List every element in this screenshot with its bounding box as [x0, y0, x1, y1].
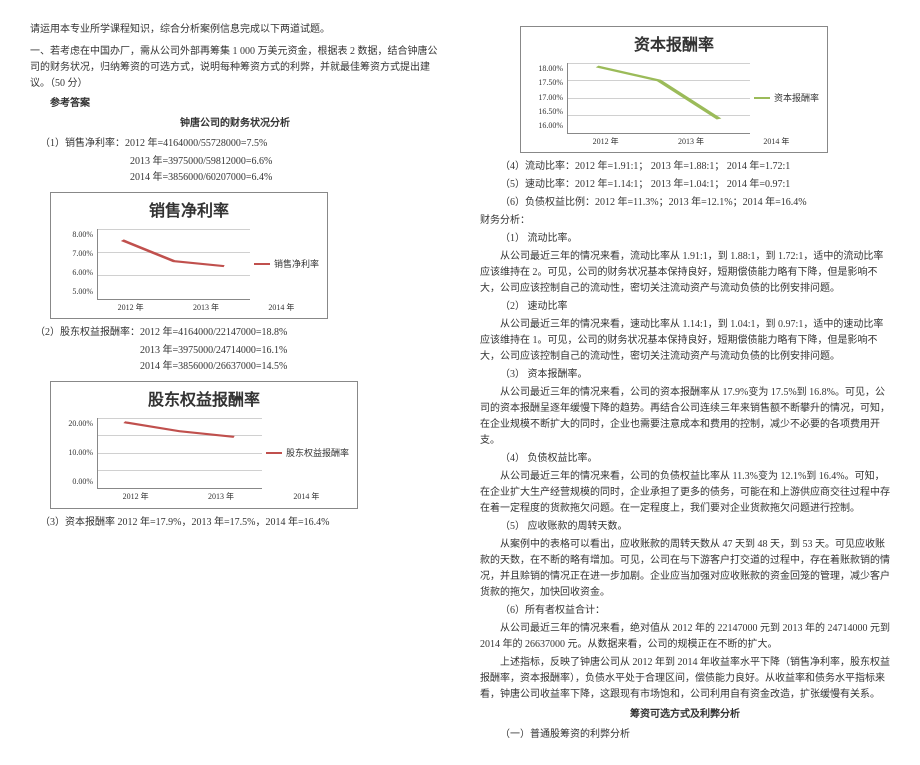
ratio-6: （6）负债权益比例：2012 年=11.3%；2013 年=12.1%；2014…	[480, 195, 890, 211]
ratio-4: （4）流动比率：2012 年=1.91:1； 2013 年=1.88:1； 20…	[480, 159, 890, 175]
s3-title: （3） 资本报酬率。	[480, 367, 890, 383]
legend-line-icon	[754, 97, 770, 99]
legend-text: 股东权益报酬率	[286, 446, 349, 460]
sub-a: （一）普通股筹资的利弊分析	[480, 727, 890, 743]
s5-title: （5） 应收账款的周转天数。	[480, 519, 890, 535]
ytick: 7.00%	[59, 248, 93, 261]
roe-label-text: （2）股东权益报酬率：	[35, 327, 140, 338]
right-column: 资本报酬率 18.00% 17.50% 17.00% 16.50% 16.00%	[480, 20, 890, 745]
roa-line: （3）资本报酬率 2012 年=17.9%，2013 年=17.5%，2014 …	[30, 515, 440, 531]
chart-npm-legend: 销售净利率	[254, 257, 319, 271]
roe-label: （2）股东权益报酬率：2012 年=4164000/22147000=18.8%	[30, 325, 440, 341]
chart-roa-xlabels: 2012 年 2013 年 2014 年	[563, 136, 819, 149]
chart-roa-plot	[567, 63, 750, 134]
npm-2013: 2013 年=3975000/59812000=6.6%	[130, 154, 440, 170]
ytick: 8.00%	[59, 229, 93, 242]
xtick: 2013 年	[193, 302, 219, 315]
npm-2012: 2012 年=4164000/55728000=7.5%	[125, 138, 267, 149]
npm-2014: 2014 年=3856000/60207000=6.4%	[130, 170, 440, 186]
chart-roe: 股东权益报酬率 20.00% 10.00% 0.00% 股东权益报酬率	[50, 381, 358, 508]
chart-roe-ylabels: 20.00% 10.00% 0.00%	[59, 418, 93, 488]
s3-body: 从公司最近三年的情况来看，公司的资本报酬率从 17.9%变为 17.5%到 16…	[480, 385, 890, 449]
legend-line-icon	[266, 452, 282, 454]
xtick: 2013 年	[208, 491, 234, 504]
s4-title: （4） 负债权益比率。	[480, 451, 890, 467]
xtick: 2013 年	[678, 136, 704, 149]
chart-roa: 资本报酬率 18.00% 17.50% 17.00% 16.50% 16.00%	[520, 26, 828, 153]
s1-title: （1） 流动比率。	[480, 231, 890, 247]
s1-body: 从公司最近三年的情况来看，流动比率从 1.91:1，到 1.88:1，到 1.7…	[480, 249, 890, 297]
chart-roa-legend: 资本报酬率	[754, 91, 819, 105]
s2-title: （2） 速动比率	[480, 299, 890, 315]
chart-roe-legend: 股东权益报酬率	[266, 446, 349, 460]
ytick: 10.00%	[59, 447, 93, 460]
legend-text: 资本报酬率	[774, 91, 819, 105]
xtick: 2012 年	[118, 302, 144, 315]
xtick: 2014 年	[268, 302, 294, 315]
npm-label-text: （1）销售净利率：	[40, 138, 125, 149]
roe-2012: 2012 年=4164000/22147000=18.8%	[140, 327, 287, 338]
legend-line-icon	[254, 263, 270, 265]
s5-body: 从案例中的表格可以看出，应收账款的周转天数从 47 天到 48 天，到 53 天…	[480, 537, 890, 601]
fa-heading: 财务分析：	[480, 213, 890, 229]
section2-title: 筹资可选方式及利弊分析	[480, 707, 890, 723]
legend-text: 销售净利率	[274, 257, 319, 271]
chart-roa-ylabels: 18.00% 17.50% 17.00% 16.50% 16.00%	[529, 63, 563, 133]
chart-roa-title: 资本报酬率	[529, 33, 819, 59]
npm-label: （1）销售净利率：2012 年=4164000/55728000=7.5%	[30, 136, 440, 152]
ytick: 5.00%	[59, 286, 93, 299]
xtick: 2014 年	[293, 491, 319, 504]
ytick: 0.00%	[59, 476, 93, 489]
roe-2014: 2014 年=3856000/26637000=14.5%	[140, 359, 440, 375]
question-1: 一、若考虑在中国办厂，需从公司外部再筹集 1 000 万美元资金，根据表 2 数…	[30, 44, 440, 92]
chart-npm-xlabels: 2012 年 2013 年 2014 年	[93, 302, 319, 315]
ytick: 17.50%	[529, 77, 563, 90]
chart-roe-xlabels: 2012 年 2013 年 2014 年	[93, 491, 349, 504]
ytick: 16.50%	[529, 106, 563, 119]
s2-body: 从公司最近三年的情况来看，速动比率从 1.14:1，到 1.04:1，到 0.9…	[480, 317, 890, 365]
roe-2013: 2013 年=3975000/24714000=16.1%	[140, 343, 440, 359]
chart-roe-title: 股东权益报酬率	[59, 388, 349, 414]
chart-npm-title: 销售净利率	[59, 199, 319, 225]
xtick: 2014 年	[763, 136, 789, 149]
xtick: 2012 年	[123, 491, 149, 504]
ytick: 6.00%	[59, 267, 93, 280]
xtick: 2012 年	[593, 136, 619, 149]
section-title-financial: 钟唐公司的财务状况分析	[30, 116, 440, 132]
intro: 请运用本专业所学课程知识，综合分析案例信息完成以下两道试题。	[30, 22, 440, 38]
left-column: 请运用本专业所学课程知识，综合分析案例信息完成以下两道试题。 一、若考虑在中国办…	[30, 20, 440, 745]
s6-title: （6）所有者权益合计：	[480, 603, 890, 619]
ytick: 17.00%	[529, 92, 563, 105]
s4-body: 从公司最近三年的情况来看，公司的负债权益比率从 11.3%变为 12.1%到 1…	[480, 469, 890, 517]
ytick: 16.00%	[529, 120, 563, 133]
ytick: 18.00%	[529, 63, 563, 76]
answer-label: 参考答案	[30, 96, 440, 112]
conclusion: 上述指标，反映了钟唐公司从 2012 年到 2014 年收益率水平下降（销售净利…	[480, 655, 890, 703]
ytick: 20.00%	[59, 418, 93, 431]
chart-roe-plot	[97, 418, 262, 489]
ratio-5: （5）速动比率：2012 年=1.14:1； 2013 年=1.04:1； 20…	[480, 177, 890, 193]
chart-npm: 销售净利率 8.00% 7.00% 6.00% 5.00% 销售净利率	[50, 192, 328, 319]
s6-body: 从公司最近三年的情况来看，绝对值从 2012 年的 22147000 元到 20…	[480, 621, 890, 653]
chart-npm-ylabels: 8.00% 7.00% 6.00% 5.00%	[59, 229, 93, 299]
chart-npm-plot	[97, 229, 250, 300]
